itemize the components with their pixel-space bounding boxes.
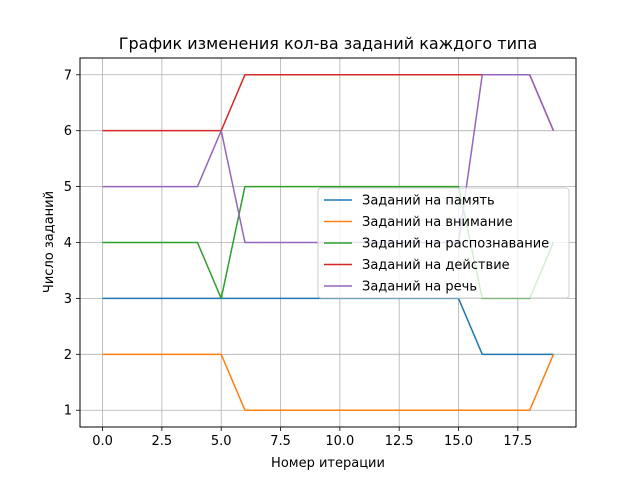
y-tick-label: 5 [64,180,72,195]
y-axis-ticks: 1 2 3 4 5 6 7 [64,68,80,419]
x-axis-ticks: 0.0 2.5 5.0 7.5 10.0 12.5 15.0 17.5 [92,427,532,449]
series-lines [102,74,555,411]
x-tick-label: 10.0 [325,434,354,449]
legend-label: Заданий на внимание [362,215,513,230]
y-tick-label: 4 [64,236,72,251]
legend-label: Заданий на речь [362,280,477,295]
x-tick-label: 17.5 [503,434,532,449]
legend-label: Заданий на распознавание [362,237,549,252]
legend: Заданий на память Заданий на внимание Зада… [317,187,570,299]
x-axis-label: Номер итерации [271,456,385,471]
legend-label: Заданий на память [362,194,495,209]
y-tick-label: 6 [64,124,72,139]
y-tick-label: 1 [64,404,72,419]
x-tick-label: 7.5 [270,434,291,449]
x-tick-label: 2.5 [152,434,173,449]
series-line-2 [102,353,555,411]
x-tick-label: 12.5 [385,434,414,449]
y-axis-label: Число заданий [42,191,57,293]
y-tick-label: 2 [64,348,72,363]
series-line-4 [102,74,555,132]
y-tick-label: 7 [64,68,72,83]
x-tick-label: 15.0 [444,434,473,449]
legend-box [317,187,570,299]
x-tick-label: 5.0 [211,434,232,449]
chart-title: График изменения кол-ва заданий каждого … [119,34,538,53]
x-tick-label: 0.0 [92,434,113,449]
legend-label: Заданий на действие [362,258,510,273]
y-tick-label: 3 [64,292,72,307]
